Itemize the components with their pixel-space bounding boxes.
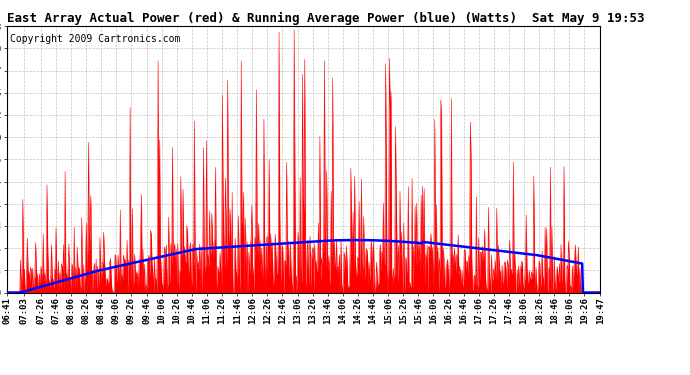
Text: Copyright 2009 Cartronics.com: Copyright 2009 Cartronics.com xyxy=(10,34,180,44)
Text: East Array Actual Power (red) & Running Average Power (blue) (Watts)  Sat May 9 : East Array Actual Power (red) & Running … xyxy=(7,12,644,25)
